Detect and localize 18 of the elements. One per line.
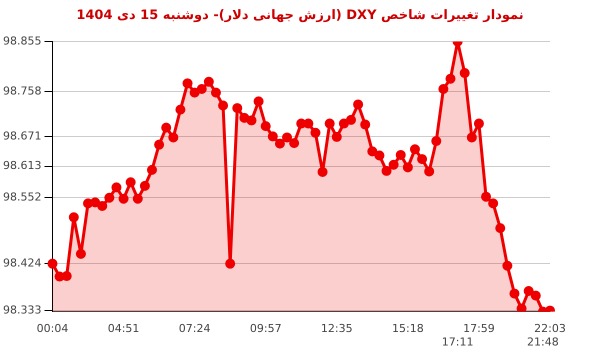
- x-tick-label: 21:48: [527, 335, 559, 348]
- x-tick-label: 17:59: [463, 322, 495, 336]
- y-tick-label: 98.855: [2, 34, 42, 48]
- y-tick-label: 98.552: [2, 190, 42, 204]
- x-tick-label: 15:18: [392, 322, 424, 336]
- chart-title: نمودار تغییرات شاخص DXY (ارزش جهانی دلار)- دوشنبه 15 دی 1404: [75, 7, 525, 25]
- x-tick-label: 22:03: [534, 322, 566, 336]
- y-tick-label: 98.424: [2, 256, 42, 270]
- y-tick-label: 98.758: [2, 84, 42, 98]
- x-tick-label: 09:57: [250, 322, 282, 336]
- y-tick-label: 98.333: [2, 303, 42, 316]
- x-tick-label: 00:04: [36, 322, 68, 336]
- x-tick-label: 12:35: [320, 322, 353, 336]
- x-tick-label: 17:11: [442, 335, 474, 348]
- x-tick-label: 04:51: [108, 322, 140, 336]
- y-tick-label: 98.613: [2, 159, 42, 172]
- y-tick-label: 98.671: [2, 129, 42, 142]
- x-tick-label: 07:24: [178, 322, 210, 336]
